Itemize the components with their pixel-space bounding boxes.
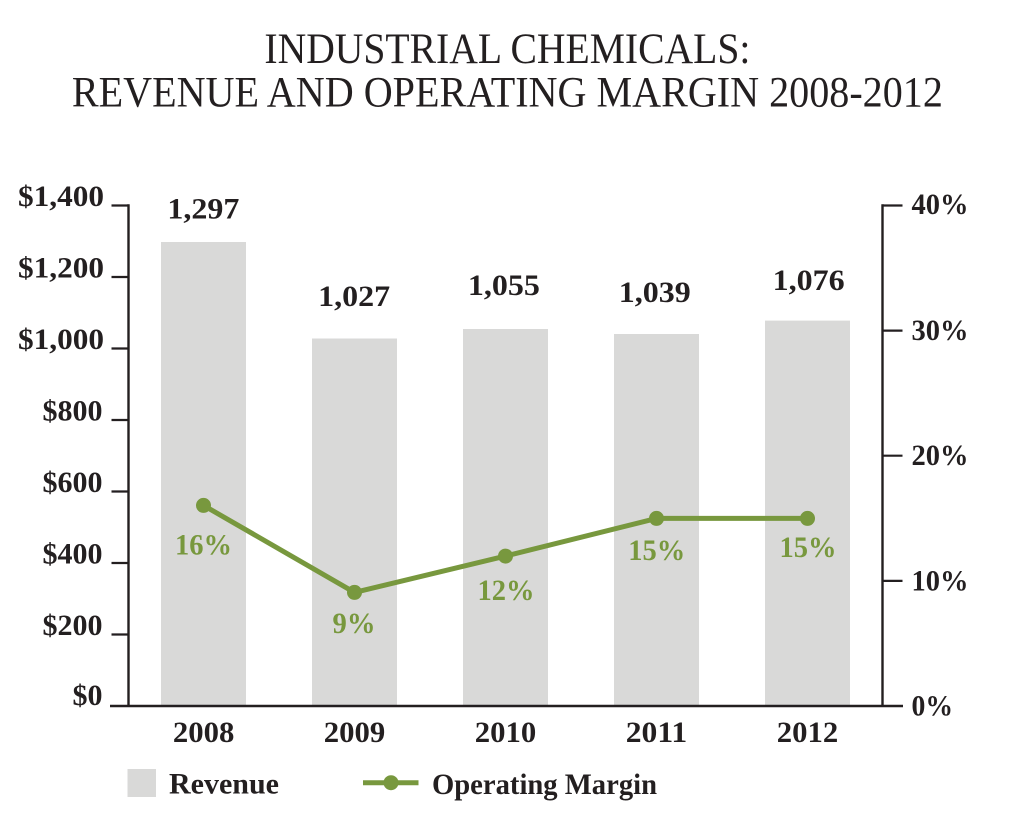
svg-text:20%: 20%: [912, 439, 969, 472]
svg-text:2012: 2012: [777, 716, 839, 749]
svg-text:$800: $800: [43, 394, 103, 427]
svg-text:Operating Margin: Operating Margin: [432, 768, 657, 801]
svg-text:16%: 16%: [175, 529, 232, 562]
svg-text:1,297: 1,297: [167, 193, 239, 226]
svg-text:12%: 12%: [478, 574, 535, 607]
svg-text:1,055: 1,055: [468, 269, 540, 302]
svg-text:INDUSTRIAL CHEMICALS:: INDUSTRIAL CHEMICALS:: [264, 26, 750, 73]
svg-text:2009: 2009: [324, 716, 386, 749]
svg-text:Revenue: Revenue: [169, 768, 279, 801]
svg-text:30%: 30%: [912, 314, 969, 347]
svg-text:$200: $200: [43, 609, 103, 642]
svg-text:1,039: 1,039: [619, 276, 691, 309]
svg-text:10%: 10%: [912, 564, 969, 597]
svg-text:2008: 2008: [173, 716, 235, 749]
svg-text:$600: $600: [43, 466, 103, 499]
svg-text:2010: 2010: [475, 716, 537, 749]
svg-text:1,027: 1,027: [318, 280, 390, 313]
svg-text:2011: 2011: [626, 716, 688, 749]
svg-text:40%: 40%: [912, 188, 969, 221]
svg-text:15%: 15%: [780, 531, 837, 564]
svg-text:9%: 9%: [333, 607, 376, 640]
svg-text:$0: $0: [73, 679, 103, 712]
svg-text:REVENUE AND OPERATING MARGIN 2: REVENUE AND OPERATING MARGIN 2008-2012: [72, 70, 943, 117]
svg-text:$1,000: $1,000: [18, 323, 104, 356]
svg-text:$400: $400: [43, 537, 103, 570]
svg-text:$1,400: $1,400: [18, 180, 104, 213]
svg-text:0%: 0%: [912, 690, 954, 723]
svg-text:15%: 15%: [628, 534, 685, 567]
svg-text:1,076: 1,076: [773, 264, 845, 297]
svg-text:$1,200: $1,200: [18, 251, 104, 284]
